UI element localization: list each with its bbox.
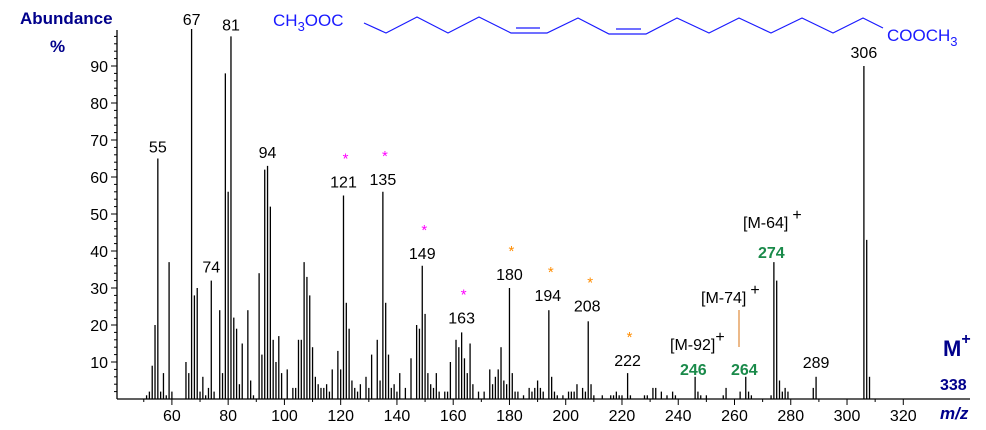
star-marker-180: * [509, 243, 515, 260]
peaks [145, 29, 871, 399]
peak-label-74: 74 [202, 260, 220, 277]
peak-label-81: 81 [222, 17, 240, 34]
peak-label-121: 121 [330, 175, 357, 192]
m74-value: 264 [731, 362, 758, 379]
star-marker-149: * [421, 222, 427, 239]
molecular-ion-value: 338 [940, 377, 967, 394]
peak-labels: 55 67 74 81 94 121 135 149 163 180 194 208 222 289 306… [149, 12, 877, 372]
peak-label-149: 149 [409, 246, 436, 263]
y-tick-label: 10 [90, 355, 108, 372]
y-tick-label: 40 [90, 244, 108, 261]
molecular-ion-label: M+ [943, 331, 971, 361]
x-tick-label: 60 [163, 408, 181, 425]
star-marker-121: * [343, 151, 349, 168]
y-tick-label: 30 [90, 281, 108, 298]
y-tick-label: 50 [90, 207, 108, 224]
x-tick-label: 100 [271, 408, 298, 425]
peak-label-67: 67 [183, 12, 201, 29]
m92-label: [M-92]+ [670, 329, 725, 354]
star-marker-208: * [587, 274, 593, 291]
y-tick-label: 70 [90, 133, 108, 150]
peak-label-163: 163 [448, 310, 475, 327]
y-axis-unit: % [50, 37, 65, 56]
star-marker-135: * [382, 148, 388, 165]
x-tick-label: 120 [327, 408, 354, 425]
y-tick-label: 20 [90, 318, 108, 335]
x-tick-label: 200 [552, 408, 579, 425]
y-tick-label: 60 [90, 170, 108, 187]
x-tick-label: 80 [219, 408, 237, 425]
peak-label-222: 222 [614, 353, 641, 370]
x-tick-label: 160 [440, 408, 467, 425]
x-tick-label: 300 [834, 408, 861, 425]
structure-right-group: COOCH3 [887, 26, 958, 49]
y-axis-label: Abundance [20, 9, 113, 28]
x-axis-label: m/z [940, 404, 969, 423]
axes: 10 20 30 40 50 60 70 80 90 60 80 100 120 140 160 180 200… [90, 30, 970, 425]
chemical-structure: CH3OOC COOCH3 [273, 11, 958, 49]
m92-value: 246 [680, 362, 707, 379]
m64-label: [M-64] + [743, 207, 802, 232]
peak-label-194: 194 [534, 288, 561, 305]
peak-label-289: 289 [803, 355, 830, 372]
x-tick-label: 220 [609, 408, 636, 425]
y-tick-label: 90 [90, 59, 108, 76]
peak-label-135: 135 [370, 172, 397, 189]
m74-label: [M-74] + [701, 282, 760, 307]
x-tick-label: 320 [890, 408, 917, 425]
structure-chain [363, 16, 884, 35]
star-marker-194: * [548, 264, 554, 281]
peak-label-208: 208 [574, 298, 601, 315]
x-tick-label: 180 [496, 408, 523, 425]
x-tick-label: 260 [721, 408, 748, 425]
x-tick-label: 240 [665, 408, 692, 425]
peak-label-55: 55 [149, 140, 167, 157]
peak-label-306: 306 [851, 45, 878, 62]
annotations: [M-92]+ 246 [M-74] + 264 [M-64] + 274 M+ 3… [670, 207, 971, 394]
m64-value: 274 [758, 245, 785, 262]
star-marker-222: * [627, 329, 633, 346]
peak-label-94: 94 [259, 145, 277, 162]
y-tick-label: 80 [90, 96, 108, 113]
star-marker-163: * [461, 286, 467, 303]
structure-left-group: CH3OOC [273, 11, 344, 34]
x-tick-label: 280 [777, 408, 804, 425]
peak-label-180: 180 [496, 267, 523, 284]
x-tick-label: 140 [384, 408, 411, 425]
